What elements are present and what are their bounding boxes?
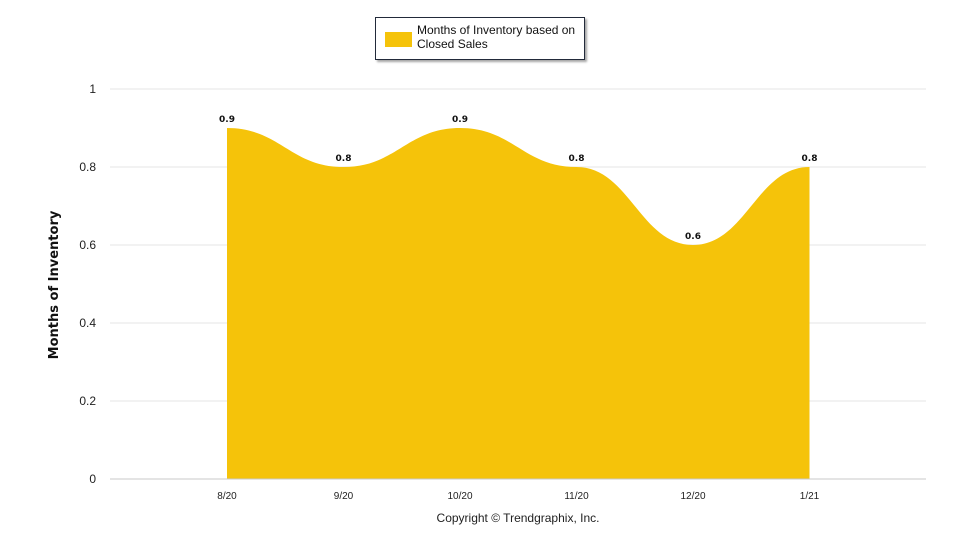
x-tick-label: 12/20 [680,491,705,502]
y-tick-label: 0.8 [79,160,96,174]
x-tick-label: 10/20 [447,491,472,502]
y-tick-label: 0.6 [79,238,96,252]
y-tick-label: 1 [89,82,96,96]
data-label: 0.8 [569,154,585,164]
data-label: 0.6 [685,232,701,242]
y-tick-label: 0.4 [79,316,96,330]
data-label: 0.8 [336,154,352,164]
x-tick-label: 11/20 [564,491,589,502]
x-axis-ticks: 8/20 9/20 10/20 11/20 12/20 1/21 [217,491,819,502]
y-tick-label: 0 [89,472,96,486]
legend-label: Months of Inventory based on Closed Sale… [417,23,576,51]
data-label: 0.9 [219,115,235,125]
legend-swatch [385,32,412,47]
legend: Months of Inventory based on Closed Sale… [375,17,585,60]
y-tick-label: 0.2 [79,394,96,408]
data-label: 0.9 [452,115,468,125]
data-labels: 0.9 0.8 0.9 0.8 0.6 0.8 [219,115,817,242]
y-axis-label: Months of Inventory [47,210,62,359]
x-tick-label: 9/20 [334,491,354,502]
x-tick-label: 1/21 [800,491,820,502]
data-label: 0.8 [802,154,818,164]
y-axis-ticks: 0 0.2 0.4 0.6 0.8 1 [79,82,96,486]
copyright-text: Copyright © Trendgraphix, Inc. [436,511,600,525]
x-tick-label: 8/20 [217,491,237,502]
area-series [227,128,810,479]
